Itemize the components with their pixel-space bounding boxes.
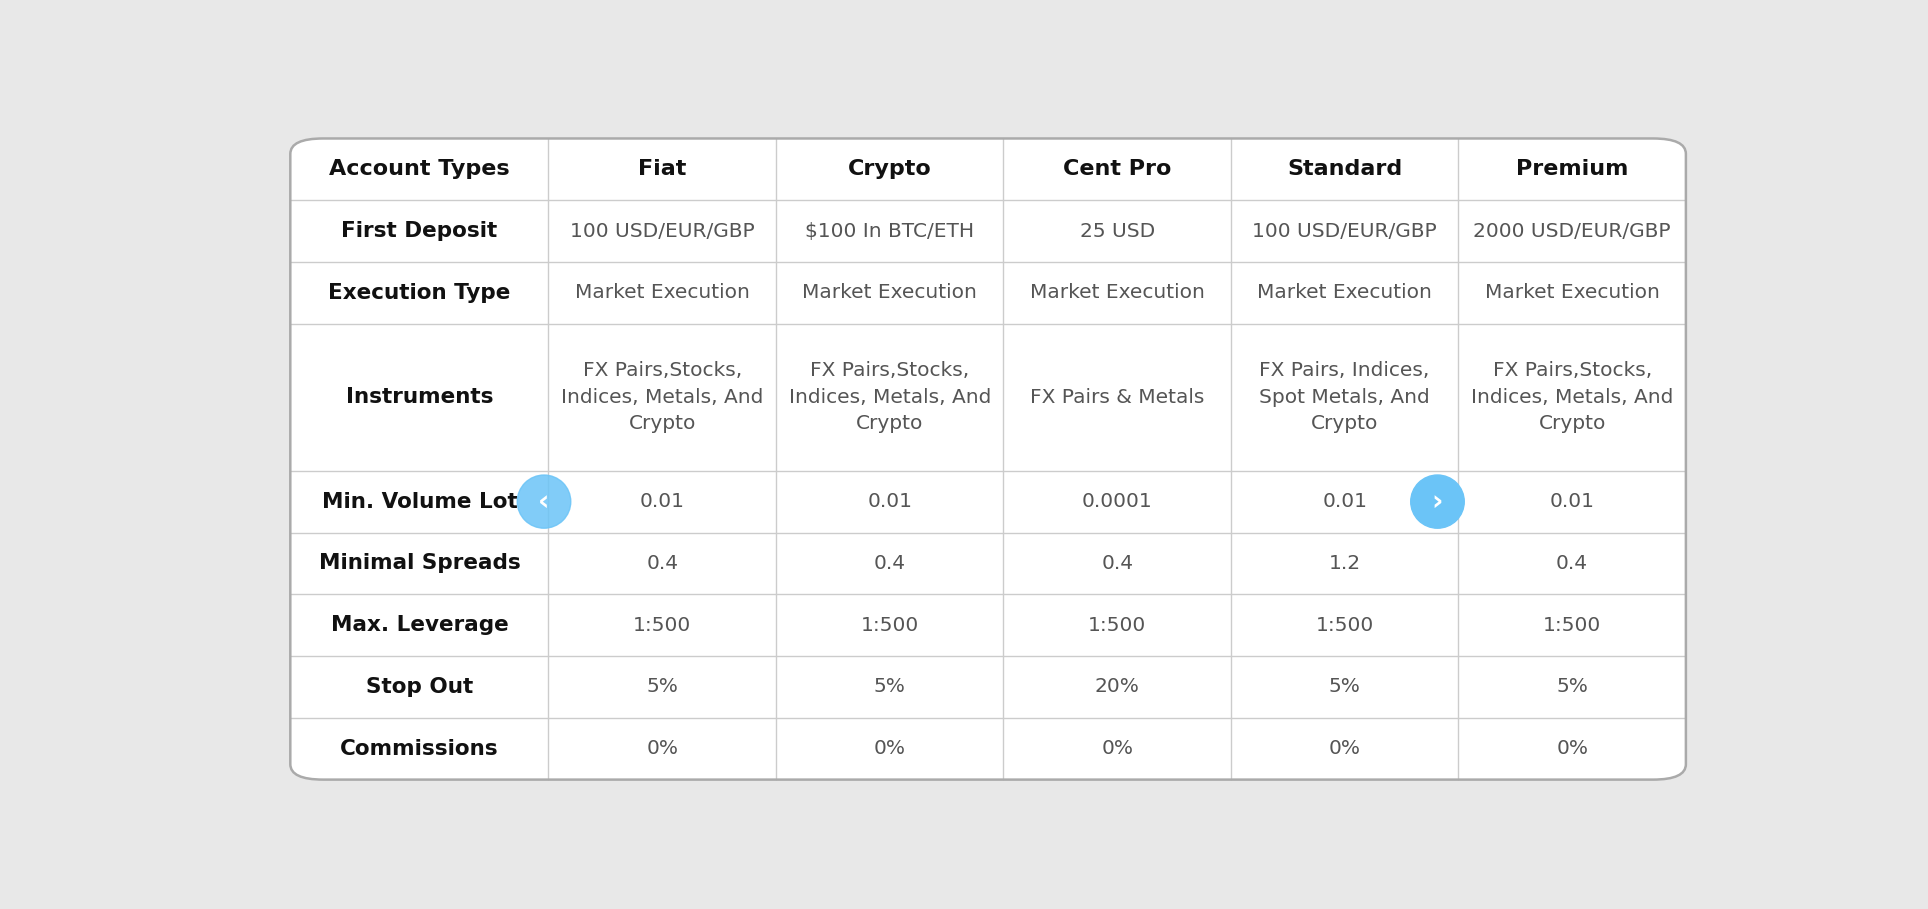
Text: 0.0001: 0.0001 xyxy=(1082,492,1153,511)
Text: Market Execution: Market Execution xyxy=(1257,284,1433,303)
Text: FX Pairs,Stocks,
Indices, Metals, And
Crypto: FX Pairs,Stocks, Indices, Metals, And Cr… xyxy=(561,361,763,434)
Text: Stop Out: Stop Out xyxy=(366,677,472,697)
Text: Market Execution: Market Execution xyxy=(802,284,977,303)
Text: First Deposit: First Deposit xyxy=(341,221,497,241)
Text: Cent Pro: Cent Pro xyxy=(1062,159,1172,179)
Text: 100 USD/EUR/GBP: 100 USD/EUR/GBP xyxy=(1253,222,1436,241)
Text: 0%: 0% xyxy=(646,739,679,758)
Text: $100 In BTC/ETH: $100 In BTC/ETH xyxy=(806,222,974,241)
Text: 5%: 5% xyxy=(1328,677,1361,696)
Text: 1:500: 1:500 xyxy=(1315,615,1375,634)
Text: 2000 USD/EUR/GBP: 2000 USD/EUR/GBP xyxy=(1473,222,1672,241)
Text: FX Pairs,Stocks,
Indices, Metals, And
Crypto: FX Pairs,Stocks, Indices, Metals, And Cr… xyxy=(1471,361,1674,434)
Text: Max. Leverage: Max. Leverage xyxy=(330,615,509,635)
Text: Account Types: Account Types xyxy=(330,159,509,179)
Text: Market Execution: Market Execution xyxy=(1030,284,1205,303)
Text: FX Pairs, Indices,
Spot Metals, And
Crypto: FX Pairs, Indices, Spot Metals, And Cryp… xyxy=(1259,361,1431,434)
Text: 0.4: 0.4 xyxy=(1556,554,1589,573)
Text: 0.4: 0.4 xyxy=(646,554,679,573)
Text: 5%: 5% xyxy=(646,677,679,696)
Text: 0.01: 0.01 xyxy=(640,492,684,511)
Text: 1.2: 1.2 xyxy=(1328,554,1361,573)
FancyBboxPatch shape xyxy=(291,138,1685,780)
Text: 1:500: 1:500 xyxy=(632,615,692,634)
Text: Instruments: Instruments xyxy=(345,387,494,407)
Text: 100 USD/EUR/GBP: 100 USD/EUR/GBP xyxy=(571,222,754,241)
Text: Crypto: Crypto xyxy=(848,159,931,179)
Text: Market Execution: Market Execution xyxy=(575,284,750,303)
Text: Commissions: Commissions xyxy=(339,739,499,759)
Text: 1:500: 1:500 xyxy=(1542,615,1602,634)
Text: Premium: Premium xyxy=(1515,159,1629,179)
Text: Min. Volume Lot: Min. Volume Lot xyxy=(322,492,517,512)
Text: ‹: ‹ xyxy=(538,487,549,515)
Text: Minimal Spreads: Minimal Spreads xyxy=(318,554,521,574)
Text: Standard: Standard xyxy=(1288,159,1402,179)
Text: 0%: 0% xyxy=(873,739,906,758)
Ellipse shape xyxy=(517,475,571,528)
Text: ›: › xyxy=(1433,487,1444,515)
Text: 25 USD: 25 USD xyxy=(1080,222,1155,241)
Text: 1:500: 1:500 xyxy=(860,615,920,634)
Text: 0%: 0% xyxy=(1101,739,1134,758)
Text: 0%: 0% xyxy=(1556,739,1589,758)
Text: 0%: 0% xyxy=(1328,739,1361,758)
Text: FX Pairs & Metals: FX Pairs & Metals xyxy=(1030,388,1205,406)
Text: Market Execution: Market Execution xyxy=(1485,284,1660,303)
Text: 0.4: 0.4 xyxy=(1101,554,1134,573)
Text: 1:500: 1:500 xyxy=(1087,615,1147,634)
Ellipse shape xyxy=(1411,475,1463,528)
Text: 0.01: 0.01 xyxy=(1323,492,1367,511)
Text: FX Pairs,Stocks,
Indices, Metals, And
Crypto: FX Pairs,Stocks, Indices, Metals, And Cr… xyxy=(789,361,991,434)
Text: 20%: 20% xyxy=(1095,677,1139,696)
Text: 0.4: 0.4 xyxy=(873,554,906,573)
Text: 0.01: 0.01 xyxy=(868,492,912,511)
Text: 5%: 5% xyxy=(1556,677,1589,696)
Text: 0.01: 0.01 xyxy=(1550,492,1594,511)
Text: 5%: 5% xyxy=(873,677,906,696)
Text: Fiat: Fiat xyxy=(638,159,686,179)
Text: Execution Type: Execution Type xyxy=(328,283,511,303)
